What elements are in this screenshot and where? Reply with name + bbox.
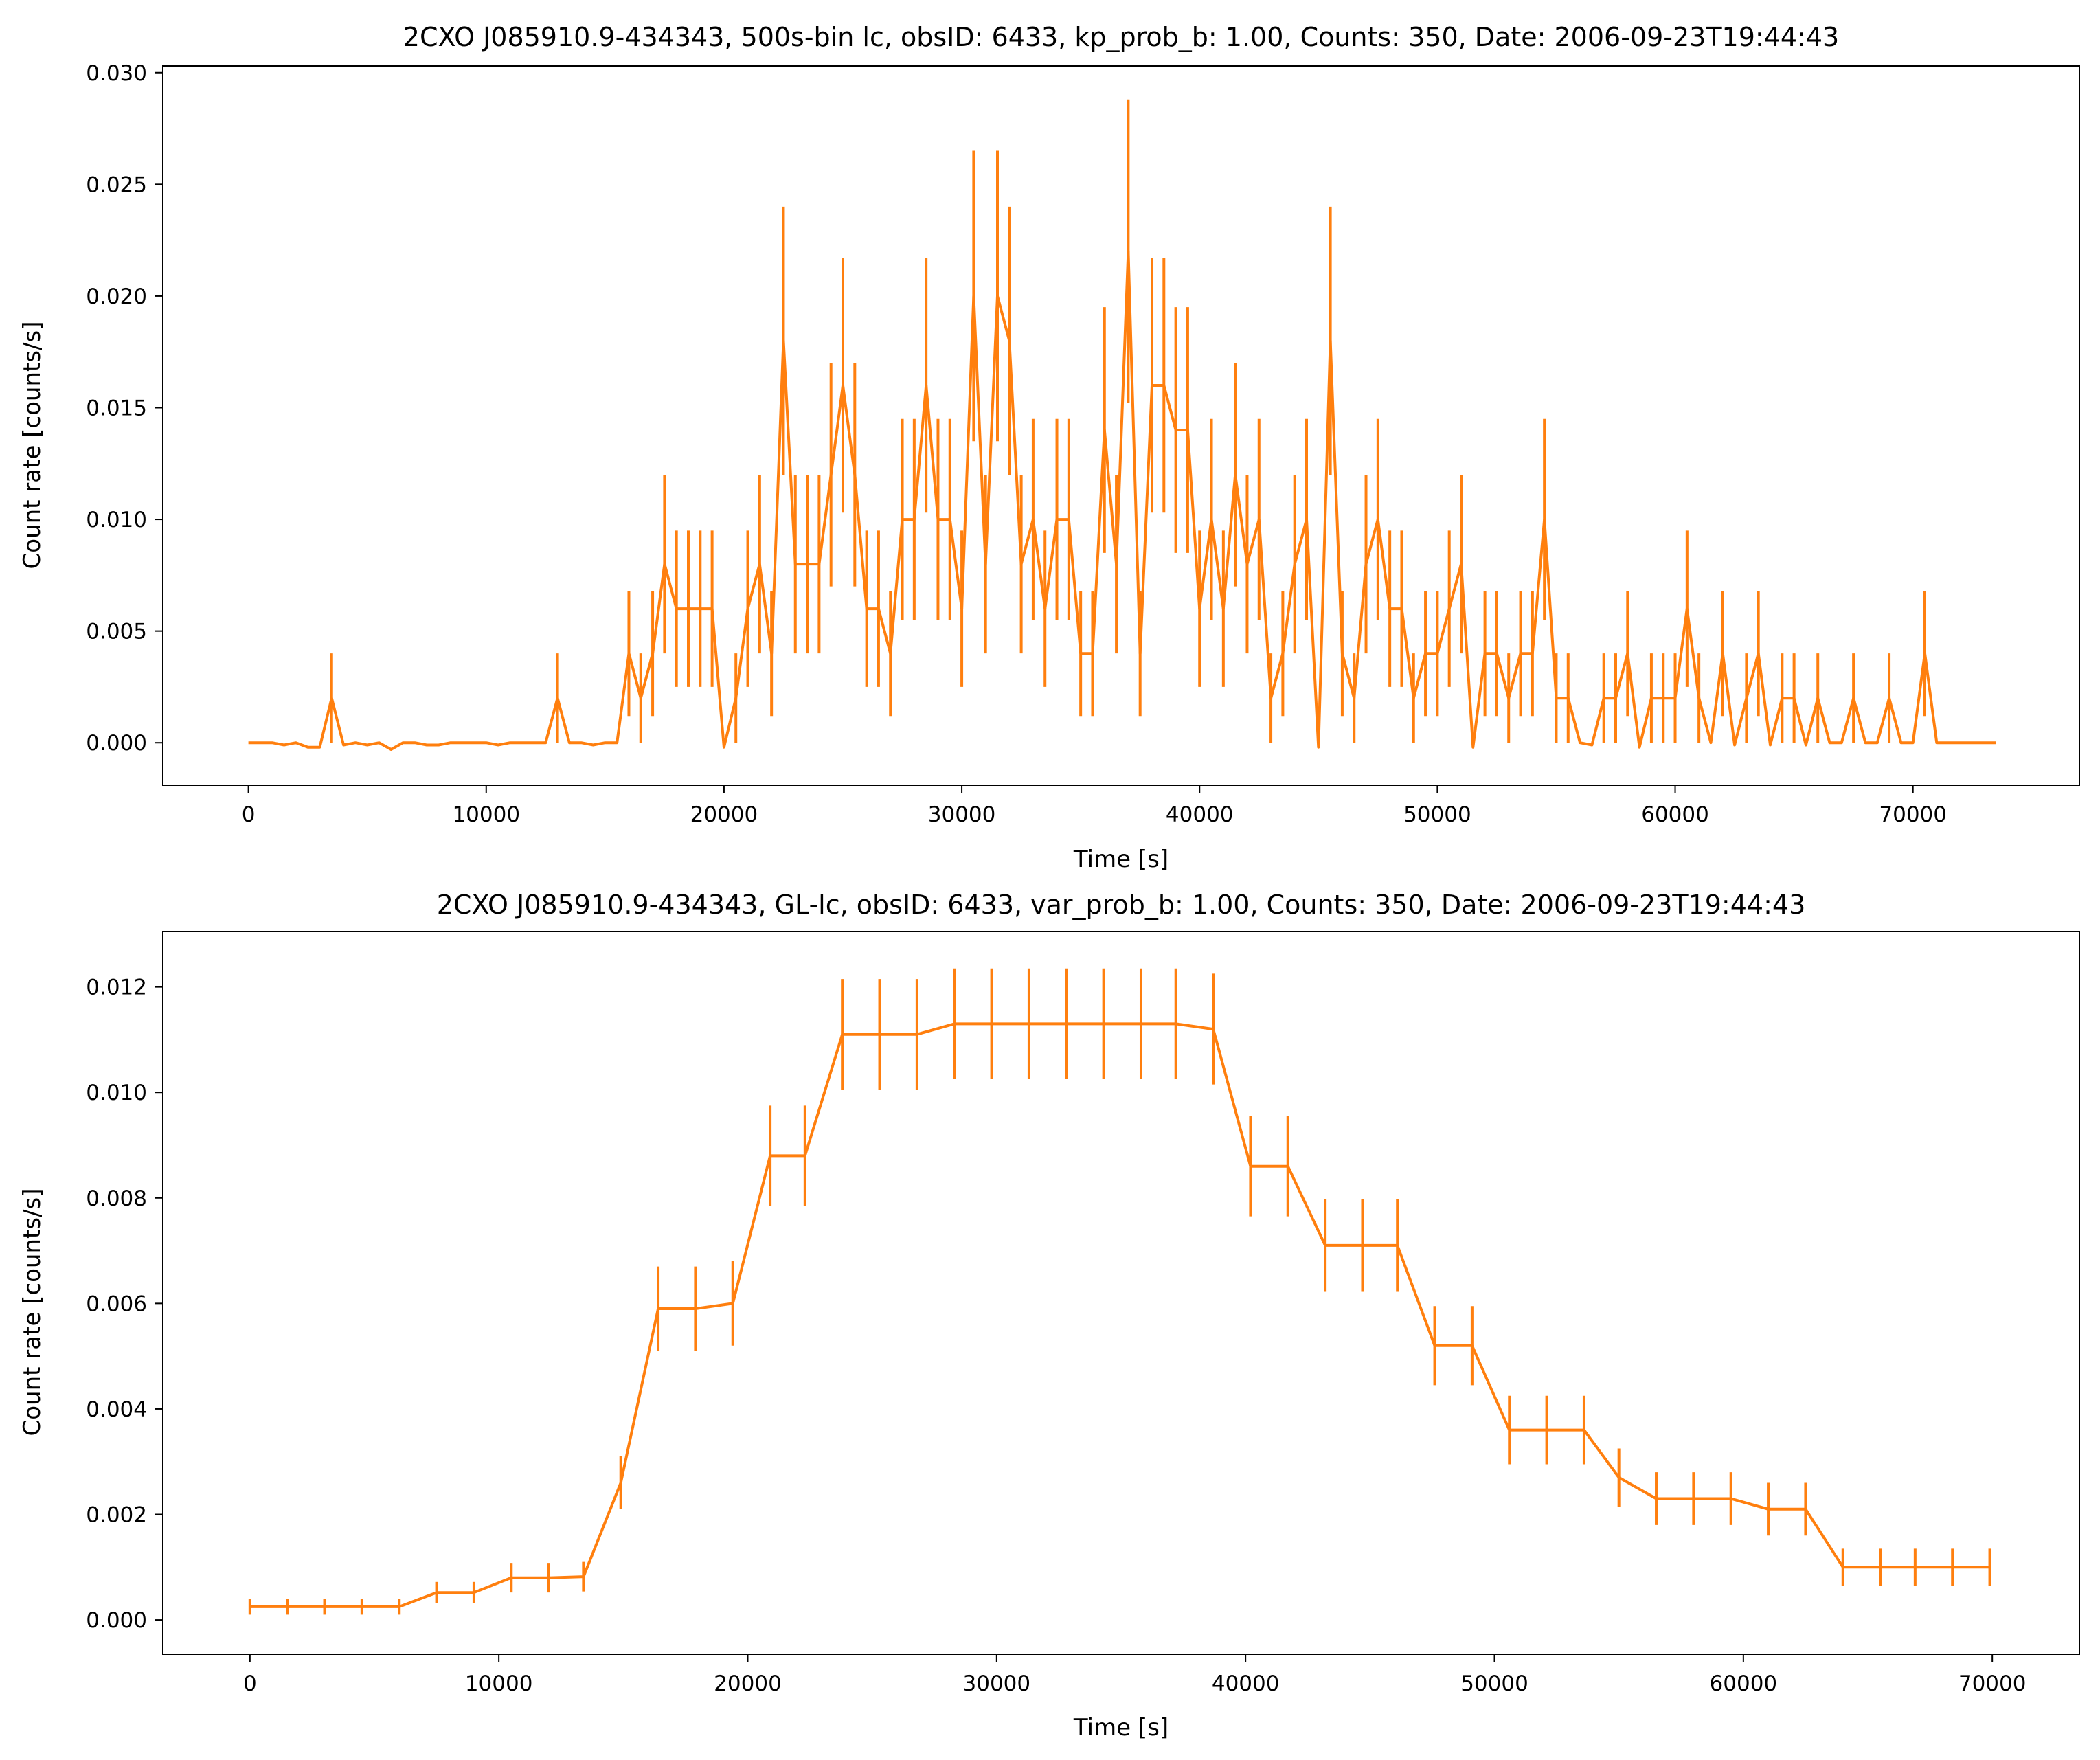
bottom-y-tick-label: 0.006 [86,1291,147,1316]
top-series-line [248,249,1996,751]
top-x-tick-label: 0 [242,802,256,827]
top-y-tick-label: 0.010 [86,508,147,532]
top-x-tick-label: 50000 [1403,802,1471,827]
top-x-tick-label: 20000 [690,802,758,827]
bottom-y-tick-label: 0.000 [86,1608,147,1633]
bottom-series-line [249,1022,1990,1608]
bottom-x-tick-label: 0 [243,1671,257,1696]
top-y-tick-label: 0.005 [86,620,147,644]
bottom-y-axis-label: Count rate [counts/s] [19,1188,46,1436]
top-x-tick-label: 40000 [1166,802,1234,827]
top-y-tick-label: 0.000 [86,731,147,756]
bottom-x-tick-label: 30000 [963,1671,1031,1696]
bottom-y-tick-label: 0.008 [86,1186,147,1211]
top-x-tick-label: 70000 [1879,802,1947,827]
top-plot-frame [162,65,2080,786]
bottom-x-tick-label: 20000 [714,1671,782,1696]
top-x-ticks: 0 10000 20000 30000 40000 50000 60000 70… [242,785,1947,827]
top-x-tick-label: 30000 [928,802,996,827]
bottom-y-tick-label: 0.010 [86,1081,147,1105]
bottom-x-axis-label: Time [s] [1073,1714,1168,1741]
top-y-tick-label: 0.015 [86,396,147,420]
bottom-chart-title: 2CXO J085910.9-434343, GL-lc, obsID: 643… [437,890,1806,920]
top-y-tick-label: 0.020 [86,284,147,309]
top-y-axis-label: Count rate [counts/s] [19,321,46,569]
bottom-light-curve-chart: 2CXO J085910.9-434343, GL-lc, obsID: 643… [19,890,2080,1741]
bottom-x-tick-label: 50000 [1460,1671,1528,1696]
bottom-x-tick-label: 10000 [465,1671,533,1696]
bottom-y-ticks: 0.000 0.002 0.004 0.006 0.008 0.010 0.01… [86,975,163,1633]
bottom-plot-frame [162,931,2080,1655]
top-y-ticks: 0.000 0.005 0.010 0.015 0.020 0.025 0.03… [86,61,163,756]
bottom-x-tick-label: 40000 [1212,1671,1280,1696]
top-x-tick-label: 60000 [1641,802,1709,827]
bottom-y-tick-label: 0.012 [86,975,147,1000]
bottom-x-tick-label: 60000 [1710,1671,1778,1696]
top-x-axis-label: Time [s] [1073,846,1168,873]
top-y-tick-label: 0.025 [86,172,147,197]
bottom-x-ticks: 0 10000 20000 30000 40000 50000 60000 70… [243,1654,2026,1696]
top-x-tick-label: 10000 [452,802,520,827]
bottom-x-tick-label: 70000 [1958,1671,2026,1696]
bottom-plot-marks [248,968,1991,1615]
top-chart-title: 2CXO J085910.9-434343, 500s-bin lc, obsI… [403,22,1839,52]
bottom-y-tick-label: 0.004 [86,1397,147,1422]
top-plot-marks [248,99,1996,751]
top-y-tick-label: 0.030 [86,61,147,86]
top-light-curve-chart: 2CXO J085910.9-434343, 500s-bin lc, obsI… [19,22,2080,873]
bottom-y-tick-label: 0.002 [86,1503,147,1528]
